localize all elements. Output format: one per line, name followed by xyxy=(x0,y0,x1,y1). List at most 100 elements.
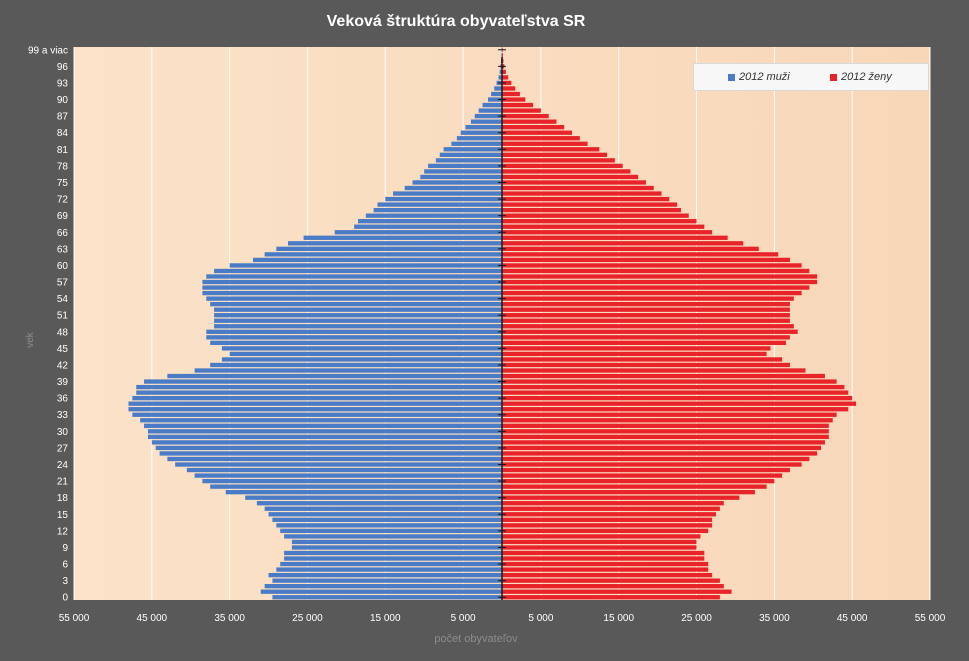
bar-muzi-61 xyxy=(252,257,502,263)
bar-zeny-10 xyxy=(502,539,697,545)
bar-zeny-87 xyxy=(502,113,549,119)
y-tick-label: 18 xyxy=(57,493,69,504)
bar-zeny-86 xyxy=(502,119,557,124)
bar-zeny-38 xyxy=(502,384,845,390)
bar-muzi-24 xyxy=(175,462,502,467)
bar-muzi-94 xyxy=(498,75,502,80)
legend-item-muzi: 2012 muži xyxy=(728,71,790,83)
y-tick-label: 93 xyxy=(57,78,69,89)
bar-muzi-9 xyxy=(291,545,502,550)
bar-zeny-64 xyxy=(502,241,744,246)
bar-zeny-56 xyxy=(502,285,810,290)
bar-zeny-18 xyxy=(502,495,740,500)
bar-zeny-46 xyxy=(502,340,787,346)
x-tick-label: 45 000 xyxy=(837,613,868,624)
x-tick-label: 15 000 xyxy=(370,613,401,624)
bar-muzi-76 xyxy=(420,174,502,180)
bar-zeny-49 xyxy=(502,324,794,329)
y-tick-label: 39 xyxy=(57,377,69,388)
y-tick-label: 54 xyxy=(57,294,69,305)
bar-zeny-61 xyxy=(502,257,790,263)
bars xyxy=(128,47,857,600)
bar-muzi-43 xyxy=(221,357,502,362)
bar-zeny-14 xyxy=(502,517,713,522)
chart-title: Veková štruktúra obyvateľstva SR xyxy=(327,13,586,30)
bar-zeny-19 xyxy=(502,490,755,495)
bar-zeny-42 xyxy=(502,362,790,368)
bar-zeny-84 xyxy=(502,130,573,135)
bar-muzi-75 xyxy=(412,180,502,185)
bar-zeny-85 xyxy=(502,125,565,130)
bar-zeny-20 xyxy=(502,484,767,489)
x-tick-label: 5 000 xyxy=(451,613,476,624)
bar-zeny-45 xyxy=(502,346,771,351)
bar-muzi-55 xyxy=(202,290,502,296)
y-tick-label: 78 xyxy=(57,161,69,172)
bar-muzi-44 xyxy=(229,351,503,357)
bar-zeny-68 xyxy=(502,219,697,224)
bar-muzi-64 xyxy=(288,241,502,246)
bar-zeny-59 xyxy=(502,268,810,274)
y-tick-label: 33 xyxy=(57,410,69,421)
bar-zeny-0 xyxy=(502,595,720,600)
bar-muzi-34 xyxy=(128,407,503,412)
y-tick-label: 69 xyxy=(57,211,69,222)
bar-muzi-12 xyxy=(280,528,502,534)
bar-zeny-81 xyxy=(502,147,600,152)
bar-muzi-37 xyxy=(136,390,502,395)
bar-muzi-62 xyxy=(264,252,502,257)
x-tick-label: 25 000 xyxy=(292,613,323,624)
bar-zeny-8 xyxy=(502,550,705,556)
bar-zeny-65 xyxy=(502,235,728,240)
bar-muzi-2 xyxy=(264,584,502,589)
y-tick-label: 96 xyxy=(57,62,69,73)
bar-muzi-13 xyxy=(276,523,502,528)
bar-zeny-40 xyxy=(502,373,825,379)
bar-muzi-14 xyxy=(272,517,502,522)
bar-zeny-77 xyxy=(502,169,631,174)
bar-zeny-54 xyxy=(502,296,794,301)
bar-zeny-95 xyxy=(502,69,506,75)
bar-zeny-74 xyxy=(502,185,654,191)
bar-muzi-92 xyxy=(494,86,502,91)
bar-zeny-44 xyxy=(502,351,767,357)
bar-zeny-32 xyxy=(502,418,833,423)
bar-muzi-86 xyxy=(470,119,502,124)
bar-muzi-54 xyxy=(206,296,503,301)
x-tick-label: 45 000 xyxy=(137,613,168,624)
x-tick-label: 35 000 xyxy=(214,613,245,624)
bar-muzi-47 xyxy=(206,335,503,340)
bar-zeny-71 xyxy=(502,202,678,207)
bar-muzi-28 xyxy=(151,440,502,445)
bar-zeny-1 xyxy=(502,589,732,594)
bar-muzi-30 xyxy=(147,429,502,434)
bar-muzi-71 xyxy=(377,202,502,207)
bar-zeny-4 xyxy=(502,572,713,578)
bar-muzi-56 xyxy=(202,285,502,290)
x-tick-label: 5 000 xyxy=(528,613,553,624)
y-tick-label: 12 xyxy=(57,526,69,537)
y-axis-title: vek xyxy=(25,331,36,348)
bar-zeny-17 xyxy=(502,501,724,506)
bar-zeny-26 xyxy=(502,451,818,456)
x-axis-title: počet obyvateľov xyxy=(434,633,518,645)
bar-muzi-39 xyxy=(144,379,502,384)
bar-muzi-52 xyxy=(214,307,502,312)
bar-zeny-13 xyxy=(502,523,713,528)
bar-zeny-34 xyxy=(502,407,849,412)
y-tick-label: 36 xyxy=(57,394,69,405)
bar-muzi-49 xyxy=(214,324,502,329)
bar-zeny-15 xyxy=(502,512,716,517)
bar-zeny-9 xyxy=(502,545,697,550)
y-tick-label: 90 xyxy=(57,95,69,106)
bar-muzi-35 xyxy=(128,401,503,406)
bar-muzi-87 xyxy=(474,113,502,119)
bar-zeny-78 xyxy=(502,163,623,169)
bar-zeny-58 xyxy=(502,274,818,279)
bar-muzi-50 xyxy=(214,318,502,323)
bar-muzi-67 xyxy=(354,224,502,229)
bar-zeny-37 xyxy=(502,390,849,395)
bar-zeny-72 xyxy=(502,196,670,202)
